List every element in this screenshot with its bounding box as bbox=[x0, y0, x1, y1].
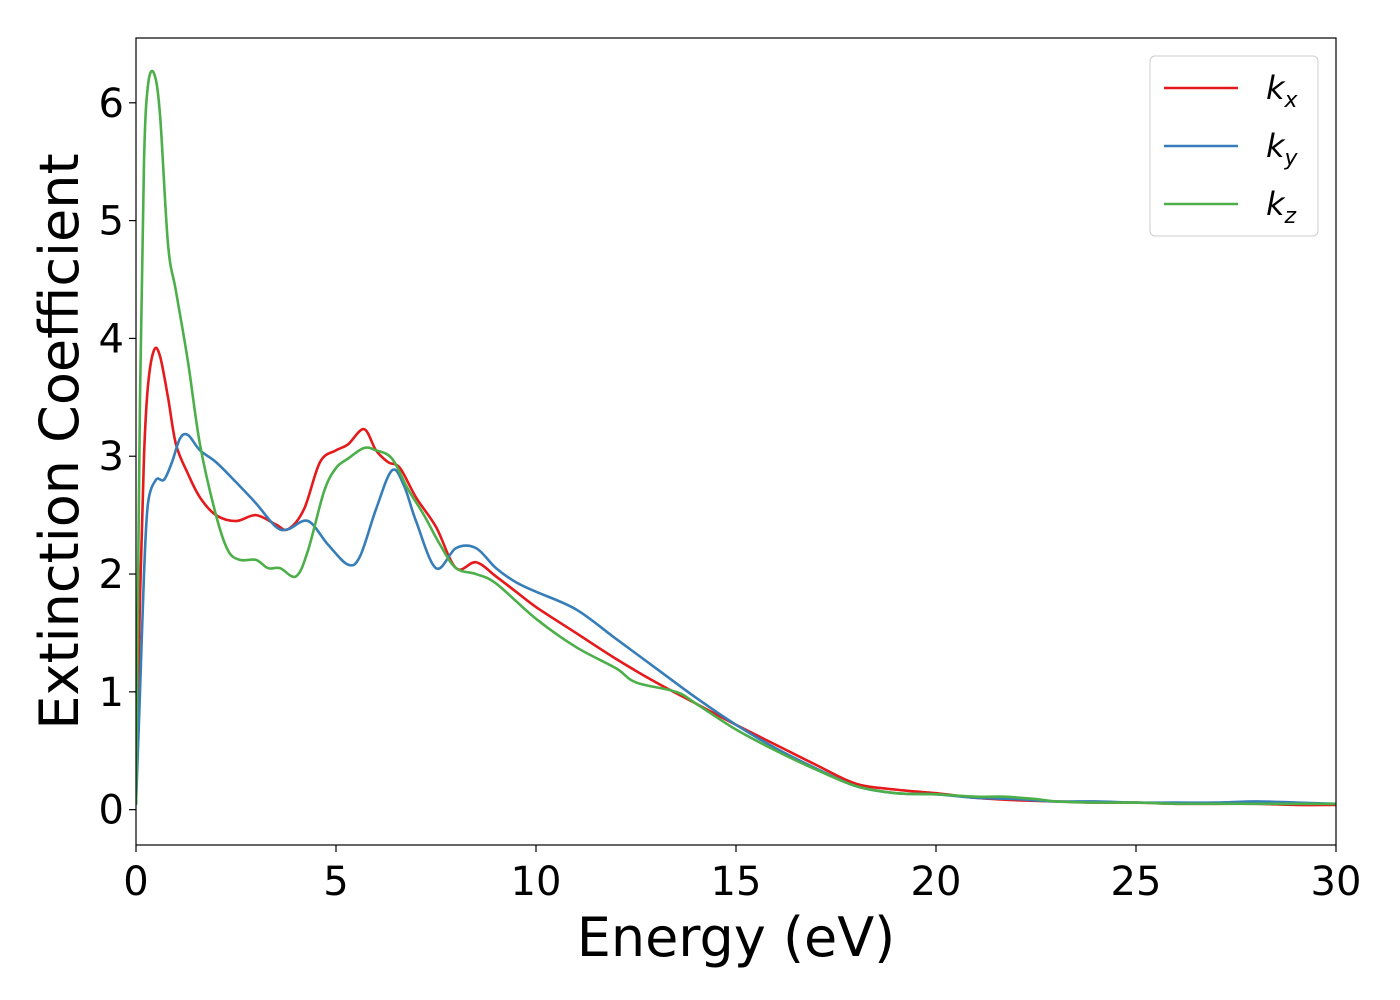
legend-label-sub: x bbox=[1284, 88, 1299, 113]
legend-label: kx bbox=[1266, 69, 1299, 113]
x-axis-ticks: 0 5 10 15 20 25 30 bbox=[123, 845, 1361, 905]
y-axis-ticks: 0 1 2 3 4 5 6 bbox=[99, 81, 136, 834]
x-tick-label: 15 bbox=[711, 859, 762, 905]
y-tick-label: 3 bbox=[99, 434, 124, 480]
legend-label-sub: y bbox=[1284, 146, 1299, 171]
y-tick-label: 2 bbox=[99, 552, 124, 598]
legend-label: kz bbox=[1266, 185, 1297, 229]
x-tick-label: 10 bbox=[511, 859, 562, 905]
y-axis-title: Extinction Coefficient bbox=[28, 153, 91, 729]
legend-item-y: ky bbox=[1164, 127, 1299, 171]
legend-label: ky bbox=[1266, 127, 1299, 171]
y-tick-label: 5 bbox=[99, 199, 124, 245]
series-line-y bbox=[136, 432, 1336, 806]
x-tick-label: 25 bbox=[1111, 859, 1162, 905]
legend-label-base: k bbox=[1266, 69, 1286, 107]
x-tick-label: 30 bbox=[1311, 859, 1362, 905]
x-axis-title: Energy (eV) bbox=[577, 906, 896, 969]
y-tick-label: 0 bbox=[99, 788, 124, 834]
legend-item-x: kx bbox=[1164, 69, 1299, 113]
y-tick-label: 1 bbox=[99, 670, 124, 716]
series-layer bbox=[136, 69, 1336, 807]
legend-item-z: kz bbox=[1164, 185, 1297, 229]
x-tick-label: 0 bbox=[123, 859, 148, 905]
y-tick-label: 6 bbox=[99, 81, 124, 127]
legend-label-base: k bbox=[1266, 127, 1286, 165]
y-tick-label: 4 bbox=[99, 316, 124, 362]
x-tick-label: 20 bbox=[911, 859, 962, 905]
legend-label-base: k bbox=[1266, 185, 1286, 223]
series-line-z bbox=[136, 69, 1336, 806]
legend-label-sub: z bbox=[1284, 204, 1297, 229]
x-tick-label: 5 bbox=[323, 859, 348, 905]
